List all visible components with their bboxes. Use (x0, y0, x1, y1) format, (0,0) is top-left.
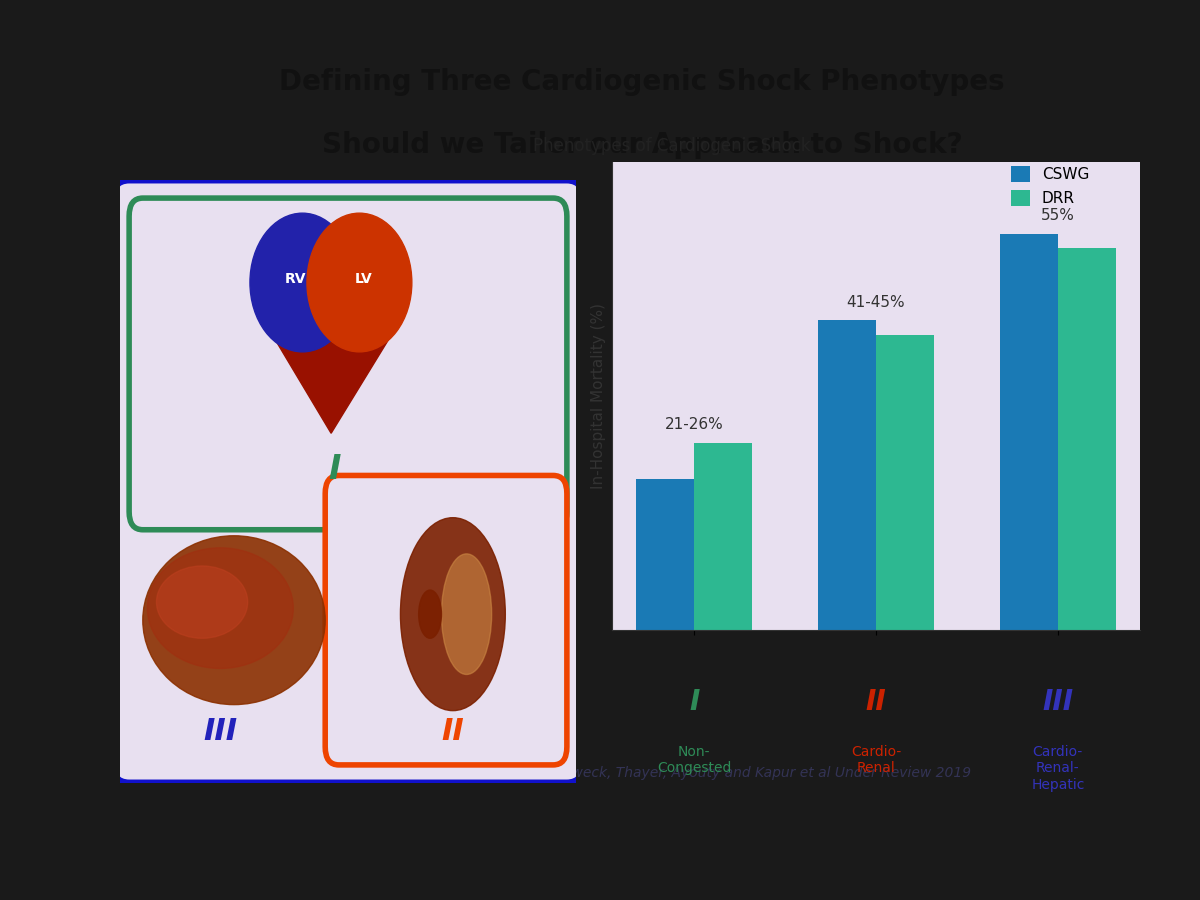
Bar (694, 443, 752, 630)
Text: III: III (203, 717, 238, 746)
Bar (1000, 234, 1058, 630)
Ellipse shape (148, 548, 293, 669)
Text: 55%: 55% (1040, 208, 1075, 223)
Text: Cardio-
Renal-
Hepatic: Cardio- Renal- Hepatic (1031, 745, 1085, 792)
Bar (636, 479, 694, 630)
Bar (876, 335, 934, 630)
FancyBboxPatch shape (110, 180, 586, 783)
Text: 21-26%: 21-26% (665, 417, 724, 432)
Text: II: II (442, 717, 464, 746)
Bar (818, 320, 876, 630)
FancyBboxPatch shape (130, 198, 566, 530)
Legend: CSWG, DRR: CSWG, DRR (1006, 160, 1096, 212)
Y-axis label: In-Hospital Mortality (%): In-Hospital Mortality (%) (592, 303, 606, 489)
Text: I: I (689, 688, 700, 716)
Circle shape (250, 213, 355, 352)
Text: Cardio-
Renal: Cardio- Renal (851, 745, 901, 776)
Ellipse shape (442, 554, 492, 674)
Text: RV: RV (284, 273, 306, 286)
Ellipse shape (401, 518, 505, 711)
Text: Defining Three Cardiogenic Shock Phenotypes: Defining Three Cardiogenic Shock Phenoty… (280, 68, 1004, 95)
Ellipse shape (156, 566, 247, 638)
Text: 41-45%: 41-45% (847, 294, 905, 310)
Text: Should we Tailor our Approach to Shock?: Should we Tailor our Approach to Shock? (322, 131, 962, 159)
Circle shape (307, 213, 412, 352)
Polygon shape (259, 312, 406, 433)
Text: III: III (1043, 688, 1073, 716)
Text: II: II (865, 688, 887, 716)
Text: I: I (328, 453, 341, 486)
Text: Non-
Congested: Non- Congested (656, 745, 731, 776)
Text: LV: LV (355, 273, 373, 286)
Text: Zweck, Thayer, Ayouty and Kapur et al Under Review 2019: Zweck, Thayer, Ayouty and Kapur et al Un… (563, 767, 972, 780)
Text: Phenotypes of Cardiogenic Shock: Phenotypes of Cardiogenic Shock (533, 137, 810, 155)
Bar (1058, 248, 1116, 630)
Ellipse shape (419, 590, 442, 638)
FancyBboxPatch shape (325, 475, 566, 765)
Ellipse shape (143, 536, 325, 705)
